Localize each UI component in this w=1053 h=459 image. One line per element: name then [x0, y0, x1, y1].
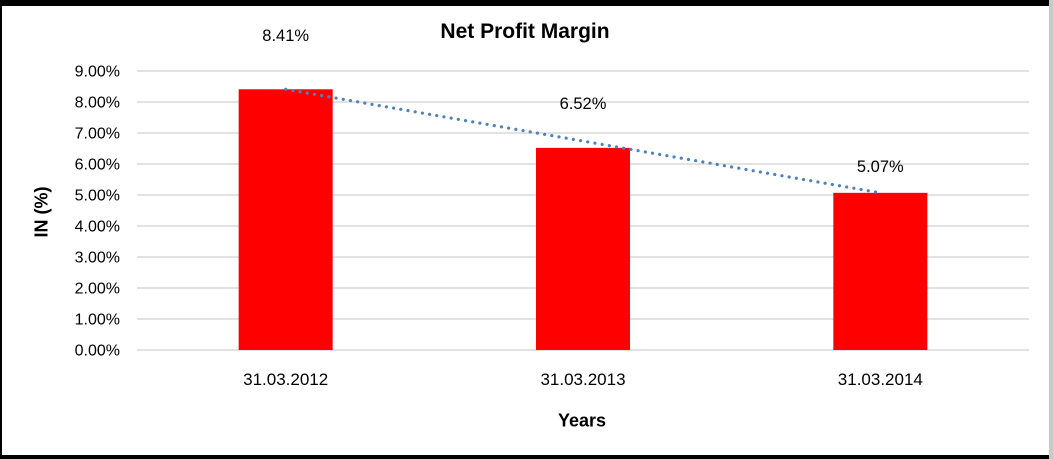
x-tick-label: 31.03.2014	[838, 370, 923, 389]
trendline-dotted	[284, 87, 882, 195]
y-tick-label: 9.00%	[75, 64, 120, 81]
frame-border-top	[0, 0, 1053, 6]
bar	[833, 192, 928, 350]
y-tick-label: 0.00%	[75, 343, 120, 360]
frame-border-right	[1049, 0, 1053, 459]
y-tick-label: 2.00%	[75, 281, 120, 298]
y-tick-label: 5.00%	[75, 188, 120, 205]
x-tick-label: 31.03.2012	[243, 370, 328, 389]
y-tick-label: 1.00%	[75, 312, 120, 329]
y-tick-label: 7.00%	[75, 126, 120, 143]
data-label: 6.52%	[560, 95, 607, 113]
y-tick-label: 4.00%	[75, 219, 120, 236]
frame-border-bottom	[0, 455, 1053, 459]
bars	[238, 89, 928, 350]
y-tick-label: 8.00%	[75, 95, 120, 112]
x-tick-label: 31.03.2013	[540, 370, 625, 389]
x-axis-tick-labels: 31.03.2012 31.03.2013 31.03.2014	[243, 370, 923, 389]
data-label: 8.41%	[262, 27, 309, 45]
y-axis-tick-labels: 0.00% 1.00% 2.00% 3.00% 4.00% 5.00% 6.00% 7.00%…	[75, 64, 120, 360]
x-axis-title: Years	[557, 410, 607, 431]
data-labels: 8.41% 6.52% 5.07%	[262, 27, 904, 176]
trendline	[284, 87, 882, 195]
frame-border-left	[0, 0, 2, 459]
bar	[238, 89, 333, 350]
y-tick-label: 3.00%	[75, 250, 120, 267]
y-tick-label: 6.00%	[75, 157, 120, 174]
bar	[536, 147, 630, 350]
chart-title: Net Profit Margin	[440, 20, 610, 43]
data-label: 5.07%	[857, 158, 904, 176]
